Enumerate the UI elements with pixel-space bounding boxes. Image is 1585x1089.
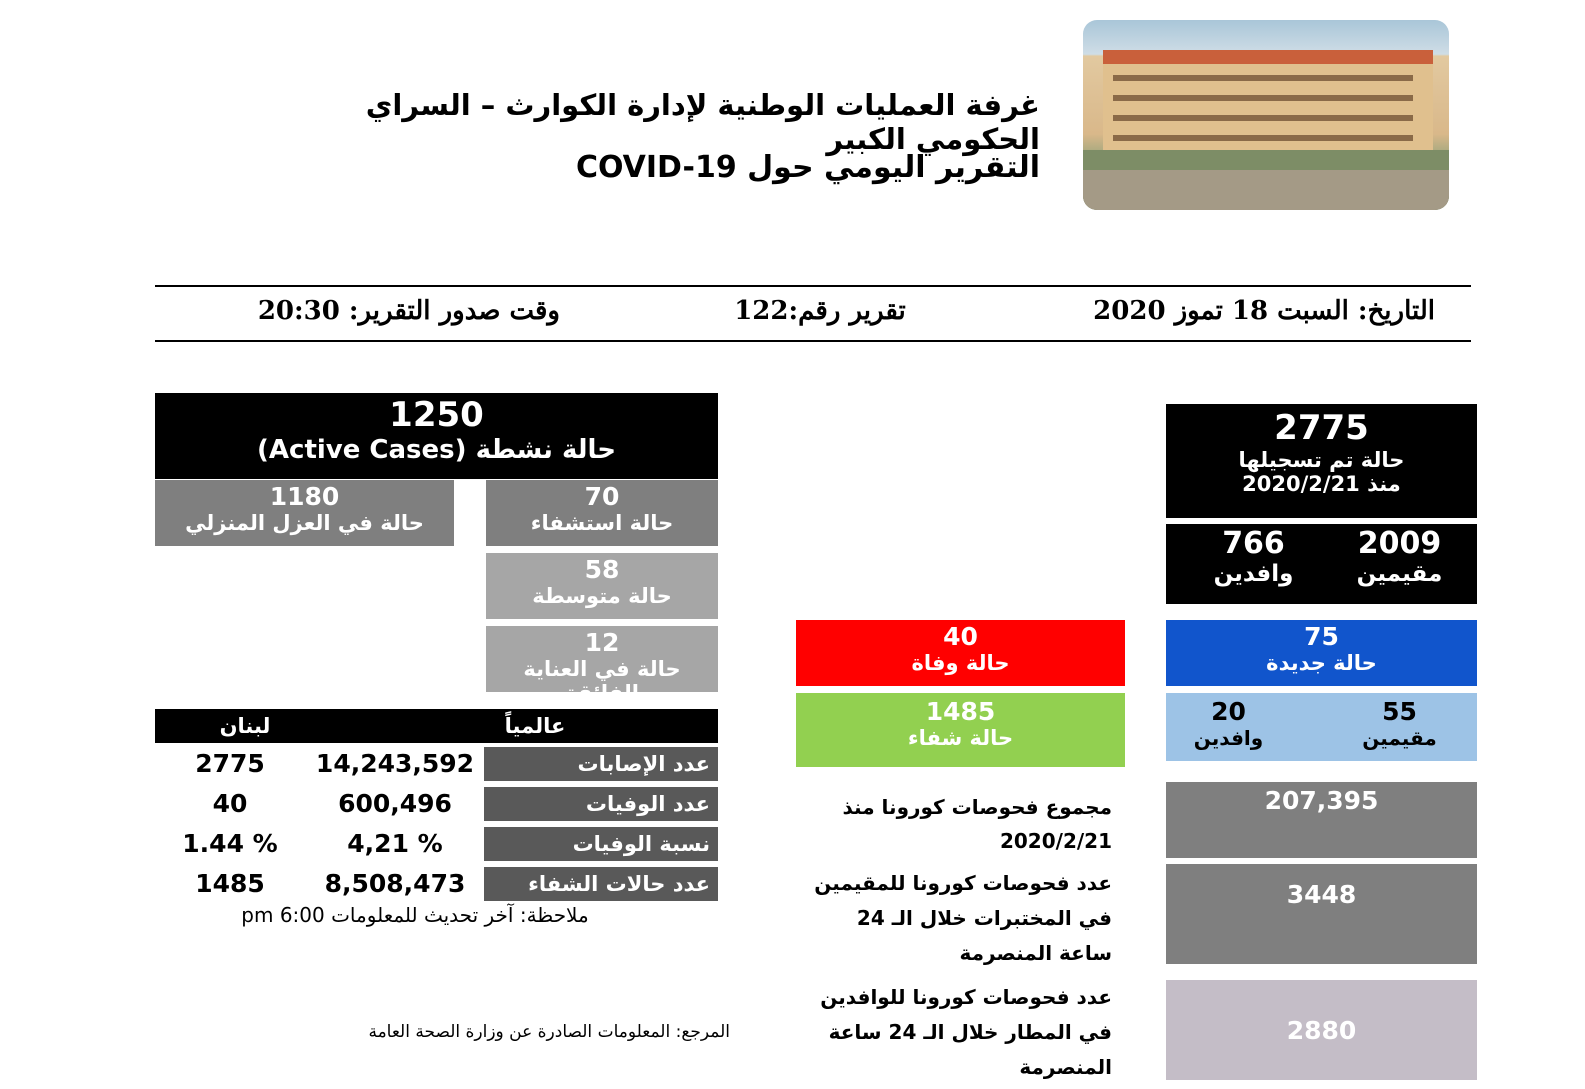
report-time: وقت صدور التقرير: 20:30 — [257, 296, 560, 326]
residents-arrivals-box: 2009 مقيمين 766 وافدين — [1166, 524, 1477, 604]
top-divider — [155, 285, 1471, 287]
world-value: 600,496 — [338, 789, 452, 818]
new-breakdown-box: 55 مقيمين 20 وافدين — [1166, 693, 1477, 761]
tests-total-value: 207,395 — [1264, 786, 1379, 815]
tests-residents-box: 3448 — [1166, 864, 1477, 964]
col-lebanon-header: لبنان — [219, 714, 271, 738]
tests-arrivals-box: 2880 — [1166, 980, 1477, 1080]
table-row: 4,21 % 1.44 % نسبة الوفيات — [155, 827, 718, 861]
recovered-box: 1485 حالة شفاء — [796, 693, 1125, 767]
recovered-value: 1485 — [925, 697, 996, 726]
lebanon-value: 2775 — [195, 749, 265, 778]
table-row: 600,496 40 عدد الوفيات — [155, 787, 718, 821]
new-cases-box: 75 حالة جديدة — [1166, 620, 1477, 686]
icu-value: 12 — [584, 628, 620, 657]
moderate-label: حالة متوسطة — [532, 584, 672, 608]
row-label: عدد الوفيات — [484, 787, 718, 821]
active-cases-box: 1250 حالة نشطة (Active Cases) — [155, 393, 718, 479]
report-subtitle: التقرير اليومي حول COVID-19 — [575, 150, 1040, 185]
total-cases-value: 2775 — [1274, 408, 1369, 448]
deaths-value: 40 — [943, 622, 978, 651]
tests-residents-label: عدد فحوصات كورونا للمقيمين في المختبرات … — [814, 871, 1112, 965]
new-arrivals-value: 20 — [1211, 697, 1246, 726]
arrivals-total-value: 766 — [1222, 526, 1285, 561]
world-value: 14,243,592 — [315, 749, 475, 778]
deaths-box: 40 حالة وفاة — [796, 620, 1125, 686]
world-value: 8,508,473 — [324, 869, 466, 898]
tests-arrivals-label: عدد فحوصات كورونا للوافدين في المطار خلا… — [820, 985, 1112, 1079]
icu-box: 12 حالة في العناية الفائقة — [486, 626, 718, 705]
arrivals-total-label: وافدين — [1213, 561, 1294, 587]
total-cases-label: حالة تم تسجيلها — [1238, 448, 1405, 472]
lebanon-value: 1.44 % — [182, 829, 278, 858]
tests-total-box: 207,395 — [1166, 782, 1477, 858]
row-label: نسبة الوفيات — [484, 827, 718, 861]
icu-label: حالة في العناية الفائقة — [523, 657, 681, 705]
moderate-box: 58 حالة متوسطة — [486, 553, 718, 619]
active-cases-value: 1250 — [389, 395, 484, 435]
tests-arrivals-value: 2880 — [1286, 1016, 1357, 1045]
lebanon-value: 1485 — [195, 869, 265, 898]
deaths-label: حالة وفاة — [911, 651, 1010, 675]
total-cases-box: 2775 حالة تم تسجيلها منذ 2020/2/21 — [1166, 404, 1477, 518]
home-isolation-label: حالة في العزل المنزلي — [185, 511, 424, 535]
report-title: غرفة العمليات الوطنية لإدارة الكوارث – ا… — [365, 88, 1040, 156]
world-value: 4,21 % — [347, 829, 443, 858]
residents-total-value: 2009 — [1357, 526, 1442, 561]
hospitalized-value: 70 — [584, 482, 620, 511]
new-residents-value: 55 — [1382, 697, 1417, 726]
new-arrivals-label: وافدين — [1193, 726, 1264, 750]
row-label: عدد حالات الشفاء — [484, 867, 718, 901]
table-row: 8,508,473 1485 عدد حالات الشفاء — [155, 867, 718, 901]
tests-total-label: مجموع فحوصات كورونا منذ 2020/2/21 — [842, 795, 1112, 853]
home-isolation-box: 1180 حالة في العزل المنزلي — [155, 480, 454, 546]
residents-total-label: مقيمين — [1356, 561, 1443, 587]
active-cases-label: حالة نشطة (Active Cases) — [257, 435, 616, 465]
hospitalized-box: 70 حالة استشفاء — [486, 480, 718, 546]
government-palace-photo — [1083, 20, 1449, 210]
source-reference: المرجع: المعلومات الصادرة عن وزارة الصحة… — [368, 1022, 730, 1042]
total-cases-since: منذ 2020/2/21 — [1242, 472, 1401, 496]
comparison-header: عالمياً لبنان — [155, 709, 718, 743]
col-world-header: عالمياً — [504, 714, 566, 738]
bottom-divider — [155, 340, 1471, 342]
new-cases-value: 75 — [1304, 622, 1339, 651]
new-cases-label: حالة جديدة — [1266, 651, 1377, 675]
update-note: ملاحظة: آخر تحديث للمعلومات 6:00 pm — [241, 903, 589, 927]
table-row: 14,243,592 2775 عدد الإصابات الإجمالي — [155, 747, 718, 810]
row-label: عدد الإصابات الإجمالي — [484, 747, 718, 810]
lebanon-value: 40 — [212, 789, 248, 818]
home-isolation-value: 1180 — [269, 482, 340, 511]
report-date: التاريخ: السبت 18 تموز 2020 — [1093, 296, 1435, 326]
report-number: تقرير رقم:122 — [734, 296, 906, 326]
moderate-value: 58 — [584, 555, 620, 584]
recovered-label: حالة شفاء — [907, 726, 1014, 750]
tests-residents-value: 3448 — [1286, 880, 1357, 909]
new-residents-label: مقيمين — [1362, 726, 1437, 750]
hospitalized-label: حالة استشفاء — [530, 511, 674, 535]
